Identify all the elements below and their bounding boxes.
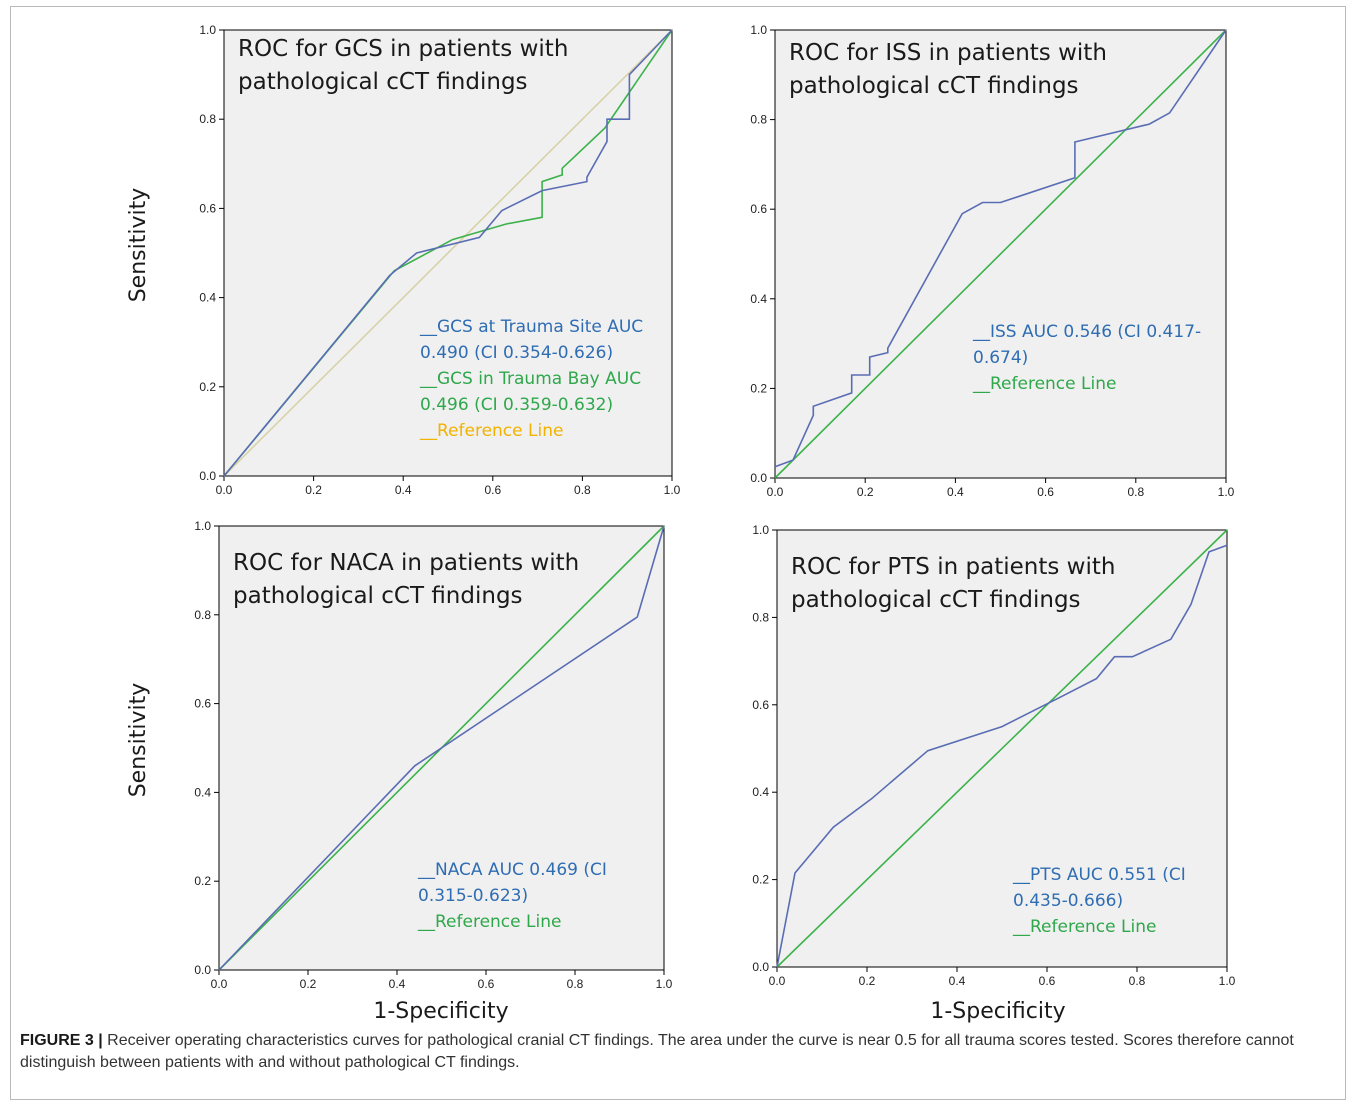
legend-entry: __NACA AUC 0.469 (CI [417,860,607,880]
legend-entry: __PTS AUC 0.551 (CI [1012,865,1186,885]
x-tick-label: 0.4 [389,977,406,991]
chart-title: ROC for PTS in patients with [791,554,1115,580]
x-tick-label: 0.2 [859,974,876,988]
y-tick-label: 0.0 [199,469,216,483]
x-tick-label: 1.0 [656,977,673,991]
y-tick-label: 0.0 [194,963,211,977]
x-tick-label: 0.2 [305,483,322,497]
y-tick-label: 0.2 [750,381,767,395]
legend-entry: 0.490 (CI 0.354-0.626) [420,343,613,363]
y-tick-label: 0.4 [752,785,769,799]
chart-title: pathological cCT findings [238,69,528,95]
x-axis-label: 1-Specificity [930,999,1065,1024]
legend-entry: __Reference Line [1012,917,1156,937]
series-line-ref [774,29,1227,479]
y-tick-label: 0.6 [750,202,767,216]
x-tick-label: 0.4 [947,485,964,499]
y-tick-label: 0.6 [199,201,216,215]
y-tick-label: 0.8 [199,112,216,126]
series-line-ref [776,529,1228,968]
y-tick-label: 0.8 [752,610,769,624]
y-tick-label: 1.0 [750,23,767,37]
chart-title: ROC for GCS in patients with [238,36,568,62]
chart-title: ROC for ISS in patients with [789,40,1107,66]
legend-entry: 0.496 (CI 0.359-0.632) [420,395,613,415]
roc-figure: 0.00.00.20.20.40.40.60.60.80.81.01.0ROC … [126,23,1236,1024]
series-line-trauma_bay [223,29,673,477]
x-tick-label: 0.4 [949,974,966,988]
legend-entry: __Reference Line [419,421,563,441]
figure-label: FIGURE 3 | [20,1032,103,1049]
y-tick-label: 0.4 [194,785,211,799]
y-tick-label: 1.0 [752,523,769,537]
roc-panel: 0.00.0 0.2 0.2 0.4 0.4 0.6 0.6 0.8 0.8 1.0 1.0 ROC … [750,23,1234,499]
x-tick-label: 0.8 [1129,974,1146,988]
x-tick-label: 0.6 [478,977,495,991]
figure-caption-text: Receiver operating characteristics curve… [20,1032,1294,1071]
x-tick-label: 0.4 [395,483,412,497]
y-tick-label: 0.6 [752,698,769,712]
chart-title: ROC for NACA in patients with [233,550,579,576]
series-line-ref [223,29,673,477]
y-tick-label: 0.2 [194,874,211,888]
y-tick-label: 0.6 [194,697,211,711]
y-tick-label: 0.4 [750,292,767,306]
x-tick-label: 0.0 [769,974,786,988]
series-line-trauma_site [223,29,673,477]
x-tick-label: 0.6 [1039,974,1056,988]
x-tick-label: 0.0 [216,483,233,497]
x-tick-label: 0.8 [567,977,584,991]
y-tick-label: 1.0 [199,23,216,37]
x-tick-label: 1.0 [1218,485,1235,499]
series-line-iss [774,29,1227,468]
y-tick-label: 0.2 [752,873,769,887]
x-tick-label: 0.2 [857,485,874,499]
chart-title: pathological cCT findings [233,583,523,609]
y-tick-label: 0.4 [199,291,216,305]
y-axis-label: Sensitivity [126,683,151,798]
y-tick-label: 0.0 [750,471,767,485]
legend-entry: __GCS at Trauma Site AUC [419,317,643,337]
x-tick-label: 0.2 [300,977,317,991]
legend-entry: __ISS AUC 0.546 (CI 0.417- [972,322,1201,342]
roc-panel: 0.00.0 0.2 0.2 0.4 0.4 0.6 0.6 0.8 0.8 1.0 1.0 ROC … [126,23,681,497]
x-tick-label: 0.0 [211,977,228,991]
roc-panel: 0.00.0 0.2 0.2 0.4 0.4 0.6 0.6 0.8 0.8 1.0 1.0 ROC … [752,523,1235,1024]
x-tick-label: 0.0 [767,485,784,499]
legend-entry: 0.674) [973,348,1028,368]
figure-frame [10,6,1346,1100]
y-axis-label: Sensitivity [126,188,151,303]
series-line-pts [776,544,1228,968]
chart-title: pathological cCT findings [789,73,1079,99]
legend-entry: 0.435-0.666) [1013,891,1123,911]
figure-caption: FIGURE 3 | Receiver operating characteri… [20,1030,1330,1074]
y-tick-label: 0.0 [752,960,769,974]
roc-panel: 0.00.0 0.2 0.2 0.4 0.4 0.6 0.6 0.8 0.8 1.0 1.0 ROC … [126,519,673,1024]
legend-entry: __Reference Line [417,912,561,932]
chart-title: pathological cCT findings [791,587,1081,613]
series-line-naca [218,525,665,971]
y-tick-label: 0.2 [199,380,216,394]
y-tick-label: 0.8 [194,608,211,622]
legend-entry: __Reference Line [972,374,1116,394]
x-tick-label: 0.8 [1127,485,1144,499]
legend-entry: __GCS in Trauma Bay AUC [419,369,641,389]
x-tick-label: 0.8 [574,483,591,497]
x-tick-label: 0.6 [1037,485,1054,499]
y-tick-label: 1.0 [194,519,211,533]
x-tick-label: 1.0 [1219,974,1236,988]
x-tick-label: 0.6 [484,483,501,497]
legend-entry: 0.315-0.623) [418,886,528,906]
y-tick-label: 0.8 [750,113,767,127]
x-tick-label: 1.0 [664,483,681,497]
x-axis-label: 1-Specificity [373,999,508,1024]
